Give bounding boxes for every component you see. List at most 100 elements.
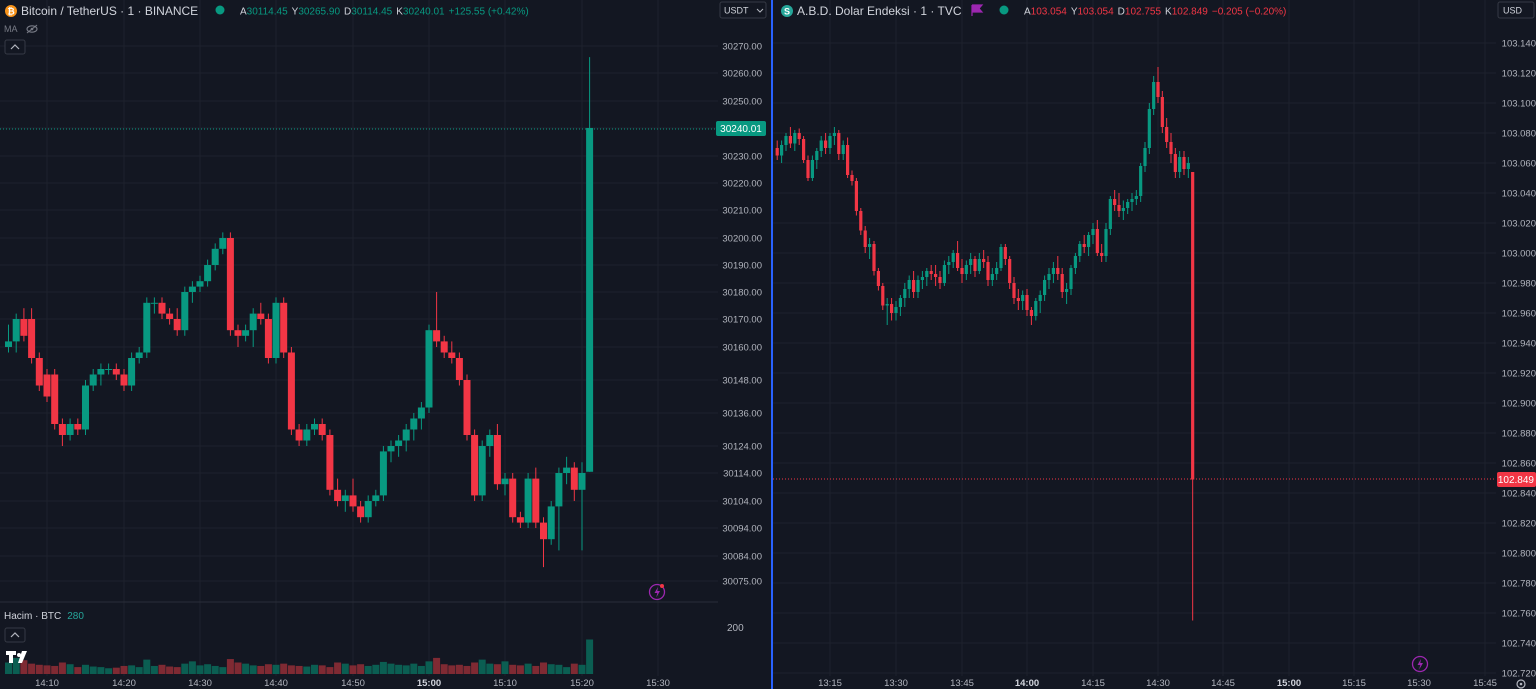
candle[interactable] bbox=[1078, 241, 1082, 262]
candle[interactable] bbox=[1130, 193, 1134, 211]
candle[interactable] bbox=[1016, 289, 1020, 310]
candle[interactable] bbox=[832, 127, 836, 145]
candle[interactable] bbox=[318, 418, 326, 441]
candle[interactable] bbox=[828, 133, 832, 154]
candle[interactable] bbox=[295, 424, 303, 446]
candle[interactable] bbox=[5, 324, 12, 353]
candle[interactable] bbox=[128, 352, 136, 392]
candle[interactable] bbox=[135, 347, 143, 364]
candle[interactable] bbox=[1165, 118, 1169, 148]
candle[interactable] bbox=[357, 501, 365, 523]
btc-candles[interactable] bbox=[5, 57, 594, 568]
candle[interactable] bbox=[837, 130, 841, 160]
candle[interactable] bbox=[903, 283, 907, 307]
candle[interactable] bbox=[280, 297, 288, 358]
candle[interactable] bbox=[1047, 268, 1051, 289]
candle[interactable] bbox=[1182, 151, 1186, 175]
dxy-time-axis[interactable]: 13:15 13:30 13:45 14:00 14:15 14:30 14:45 15:00… bbox=[818, 678, 1497, 689]
candle[interactable] bbox=[547, 501, 555, 545]
candle[interactable] bbox=[150, 297, 158, 314]
candle[interactable] bbox=[425, 324, 433, 413]
candle[interactable] bbox=[982, 250, 986, 268]
candle[interactable] bbox=[35, 352, 43, 392]
candle[interactable] bbox=[257, 302, 265, 325]
candle[interactable] bbox=[841, 140, 845, 161]
candle[interactable] bbox=[850, 170, 854, 186]
candle[interactable] bbox=[395, 435, 403, 457]
candle[interactable] bbox=[951, 250, 955, 268]
candle[interactable] bbox=[1003, 244, 1007, 265]
candle[interactable] bbox=[1126, 199, 1130, 214]
candle[interactable] bbox=[1100, 244, 1104, 262]
candle[interactable] bbox=[934, 265, 938, 286]
candle[interactable] bbox=[925, 268, 929, 286]
candle[interactable] bbox=[1091, 223, 1095, 244]
candle[interactable] bbox=[964, 260, 968, 281]
candle[interactable] bbox=[929, 265, 933, 280]
dxy-currency-selector[interactable] bbox=[1497, 1, 1535, 19]
candle[interactable] bbox=[578, 462, 586, 551]
btc-chart-panel[interactable]: 30270.0030260.0030250.0030240.0030230.00… bbox=[0, 0, 767, 689]
candle[interactable] bbox=[204, 259, 212, 287]
candle[interactable] bbox=[815, 148, 819, 169]
candle[interactable] bbox=[1034, 298, 1038, 321]
candle[interactable] bbox=[349, 478, 357, 512]
candle[interactable] bbox=[990, 268, 994, 286]
panel-divider[interactable] bbox=[771, 0, 773, 689]
candle[interactable] bbox=[524, 473, 532, 528]
candle[interactable] bbox=[1156, 67, 1160, 103]
candle[interactable] bbox=[501, 473, 509, 496]
candle[interactable] bbox=[493, 424, 501, 490]
candle[interactable] bbox=[417, 402, 425, 430]
candle[interactable] bbox=[806, 155, 810, 182]
candle[interactable] bbox=[372, 489, 380, 507]
dxy-price-axis[interactable]: 103.140 103.120 103.100 103.080 103.060 103.0… bbox=[1502, 39, 1536, 680]
candle[interactable] bbox=[1178, 151, 1182, 178]
candle[interactable] bbox=[1173, 148, 1177, 178]
eye-off-icon[interactable] bbox=[26, 24, 38, 34]
candle[interactable] bbox=[802, 136, 806, 163]
candle[interactable] bbox=[440, 335, 448, 358]
candle[interactable] bbox=[863, 226, 867, 253]
candle[interactable] bbox=[995, 262, 999, 280]
candle[interactable] bbox=[1038, 290, 1042, 314]
candle[interactable] bbox=[402, 424, 410, 452]
candle[interactable] bbox=[868, 238, 872, 259]
candle[interactable] bbox=[1152, 76, 1156, 115]
candle[interactable] bbox=[43, 369, 51, 402]
candle[interactable] bbox=[540, 517, 547, 568]
candle[interactable] bbox=[797, 128, 801, 146]
dxy-candles[interactable] bbox=[775, 67, 1195, 621]
candle[interactable] bbox=[1073, 253, 1077, 274]
candle[interactable] bbox=[272, 297, 280, 364]
candle[interactable] bbox=[12, 313, 20, 353]
candle[interactable] bbox=[82, 380, 89, 435]
candle[interactable] bbox=[1043, 275, 1047, 302]
ma-indicator-label[interactable]: MA bbox=[4, 24, 18, 34]
candle[interactable] bbox=[20, 308, 28, 342]
candle[interactable] bbox=[973, 256, 977, 277]
candle[interactable] bbox=[211, 243, 219, 271]
candle[interactable] bbox=[775, 140, 779, 161]
candle[interactable] bbox=[181, 286, 189, 336]
candle[interactable] bbox=[1108, 196, 1112, 235]
candle[interactable] bbox=[859, 208, 863, 235]
candle[interactable] bbox=[1186, 157, 1190, 178]
candle[interactable] bbox=[793, 130, 797, 151]
candle[interactable] bbox=[1143, 142, 1147, 172]
candle[interactable] bbox=[97, 363, 105, 386]
candle[interactable] bbox=[1104, 223, 1108, 262]
candle[interactable] bbox=[326, 429, 334, 496]
dxy-symbol-title[interactable]: A.B.D. Dolar Endeksi · 1 · TVC bbox=[797, 4, 962, 18]
candle[interactable] bbox=[947, 256, 951, 274]
candle[interactable] bbox=[885, 298, 889, 325]
candle[interactable] bbox=[66, 418, 74, 441]
candle[interactable] bbox=[898, 295, 902, 316]
candle[interactable] bbox=[1060, 268, 1064, 298]
candle[interactable] bbox=[872, 241, 876, 276]
candle[interactable] bbox=[478, 440, 486, 502]
candle[interactable] bbox=[881, 283, 885, 310]
candle[interactable] bbox=[455, 352, 463, 386]
btc-currency-selector[interactable] bbox=[719, 1, 767, 19]
candle[interactable] bbox=[1012, 277, 1016, 304]
